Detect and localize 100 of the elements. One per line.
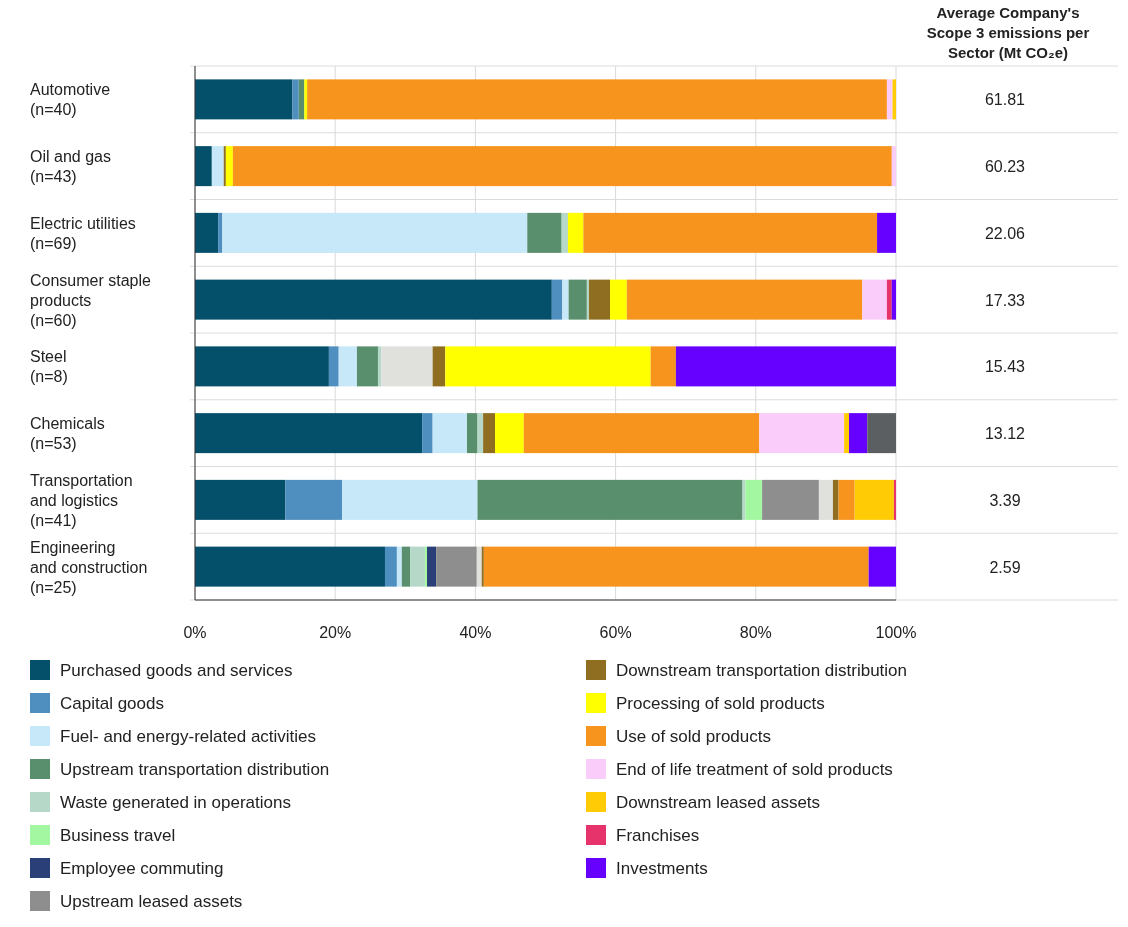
y-tick-label: Steel (n=8) bbox=[30, 348, 68, 386]
bar bbox=[396, 546, 402, 587]
bar bbox=[483, 546, 869, 587]
y2-tick-label: 2.59 bbox=[989, 558, 1021, 576]
y-tick-label: Consumer staple products (n=60) bbox=[30, 271, 152, 329]
legend-label: Investments bbox=[616, 859, 708, 878]
legend-label: Downstream transportation distribution bbox=[616, 661, 908, 680]
bar bbox=[338, 346, 357, 387]
bar bbox=[195, 413, 423, 454]
bar bbox=[527, 212, 562, 253]
y-tick-label: Chemicals (n=53) bbox=[30, 415, 105, 453]
bar bbox=[195, 212, 219, 253]
bar bbox=[893, 479, 896, 520]
y2-axis-title: Average Company's Scope 3 emissions per Sector (Mt CO₂e) bbox=[926, 4, 1090, 61]
bar bbox=[424, 546, 428, 587]
bar bbox=[844, 413, 850, 454]
legend-label: Fuel- and energy-related activities bbox=[60, 727, 317, 746]
bar bbox=[195, 346, 329, 387]
legend-label: Upstream transportation distribution bbox=[60, 760, 330, 779]
bar bbox=[481, 546, 484, 587]
x-tick-label: 40% bbox=[459, 624, 492, 641]
y2-tick-label: 15.43 bbox=[984, 358, 1026, 376]
bar bbox=[292, 79, 299, 120]
y2-tick-label: 17.33 bbox=[984, 291, 1026, 309]
legend-label: Upstream leased assets bbox=[60, 892, 243, 911]
bar bbox=[222, 212, 528, 253]
y2-tick-label: 22.06 bbox=[984, 224, 1026, 242]
bar bbox=[285, 479, 343, 520]
bar bbox=[466, 413, 478, 454]
legend-label: Purchased goods and services bbox=[60, 661, 293, 680]
x-tick-label: 0% bbox=[183, 624, 207, 641]
bar bbox=[195, 479, 286, 520]
bar bbox=[445, 346, 651, 387]
bar bbox=[568, 279, 587, 320]
x-tick-label: 100% bbox=[875, 624, 917, 641]
bar bbox=[551, 279, 563, 320]
legend-label: Franchises bbox=[616, 826, 700, 845]
bar bbox=[422, 413, 433, 454]
bar bbox=[381, 346, 433, 387]
bar bbox=[849, 413, 868, 454]
bar bbox=[410, 546, 425, 587]
bar bbox=[562, 279, 569, 320]
bar bbox=[745, 479, 763, 520]
legend-label: End of life treatment of sold products bbox=[616, 760, 893, 779]
legend-label: Waste generated in operations bbox=[60, 793, 291, 812]
bar bbox=[588, 279, 610, 320]
bar bbox=[877, 212, 896, 253]
bar bbox=[483, 413, 496, 454]
bar bbox=[225, 146, 233, 187]
bar bbox=[307, 79, 887, 120]
y2-tick-label: 13.12 bbox=[984, 425, 1026, 443]
bar bbox=[832, 479, 839, 520]
bar bbox=[304, 79, 308, 120]
x-tick-label: 20% bbox=[319, 624, 352, 641]
y2-tick-label: 3.39 bbox=[989, 491, 1021, 509]
bar bbox=[583, 212, 878, 253]
legend-label: Processing of sold products bbox=[616, 694, 825, 713]
legend-label: Employee commuting bbox=[60, 859, 224, 878]
y-tick-label: Oil and gas (n=43) bbox=[30, 148, 111, 186]
bar bbox=[762, 479, 819, 520]
bar bbox=[436, 546, 477, 587]
bar bbox=[195, 546, 385, 587]
bar bbox=[891, 146, 896, 187]
bar bbox=[328, 346, 339, 387]
bar bbox=[211, 146, 224, 187]
legend-label: Capital goods bbox=[60, 694, 164, 713]
bar bbox=[586, 279, 589, 320]
bar bbox=[892, 79, 896, 120]
y2-tick-label: 60.23 bbox=[984, 158, 1026, 176]
bar bbox=[742, 479, 746, 520]
bar bbox=[384, 546, 397, 587]
y-tick-label: Transportation and logistics (n=41) bbox=[30, 471, 133, 529]
bar bbox=[432, 413, 467, 454]
bar bbox=[495, 413, 524, 454]
legend-label: Downstream leased assets bbox=[616, 793, 821, 812]
bar bbox=[626, 279, 863, 320]
bar bbox=[675, 346, 896, 387]
bar bbox=[838, 479, 855, 520]
bar bbox=[223, 146, 226, 187]
bar bbox=[195, 79, 293, 120]
bar bbox=[477, 479, 743, 520]
legend-label: Business travel bbox=[60, 826, 176, 845]
y-tick-label: Automotive (n=40) bbox=[30, 81, 111, 119]
bar bbox=[891, 279, 896, 320]
bar bbox=[342, 479, 478, 520]
bar bbox=[759, 413, 845, 454]
bar bbox=[195, 279, 552, 320]
bar bbox=[818, 479, 833, 520]
bar bbox=[232, 146, 892, 187]
bar bbox=[476, 546, 482, 587]
bar bbox=[609, 279, 627, 320]
bar bbox=[218, 212, 223, 253]
y-tick-label: Electric utilities (n=69) bbox=[30, 214, 136, 252]
bar bbox=[886, 279, 892, 320]
bar bbox=[427, 546, 437, 587]
bar bbox=[432, 346, 446, 387]
bar bbox=[561, 212, 568, 253]
y2-tick-label: 61.81 bbox=[984, 91, 1026, 109]
bar bbox=[868, 546, 896, 587]
x-tick-label: 60% bbox=[599, 624, 632, 641]
